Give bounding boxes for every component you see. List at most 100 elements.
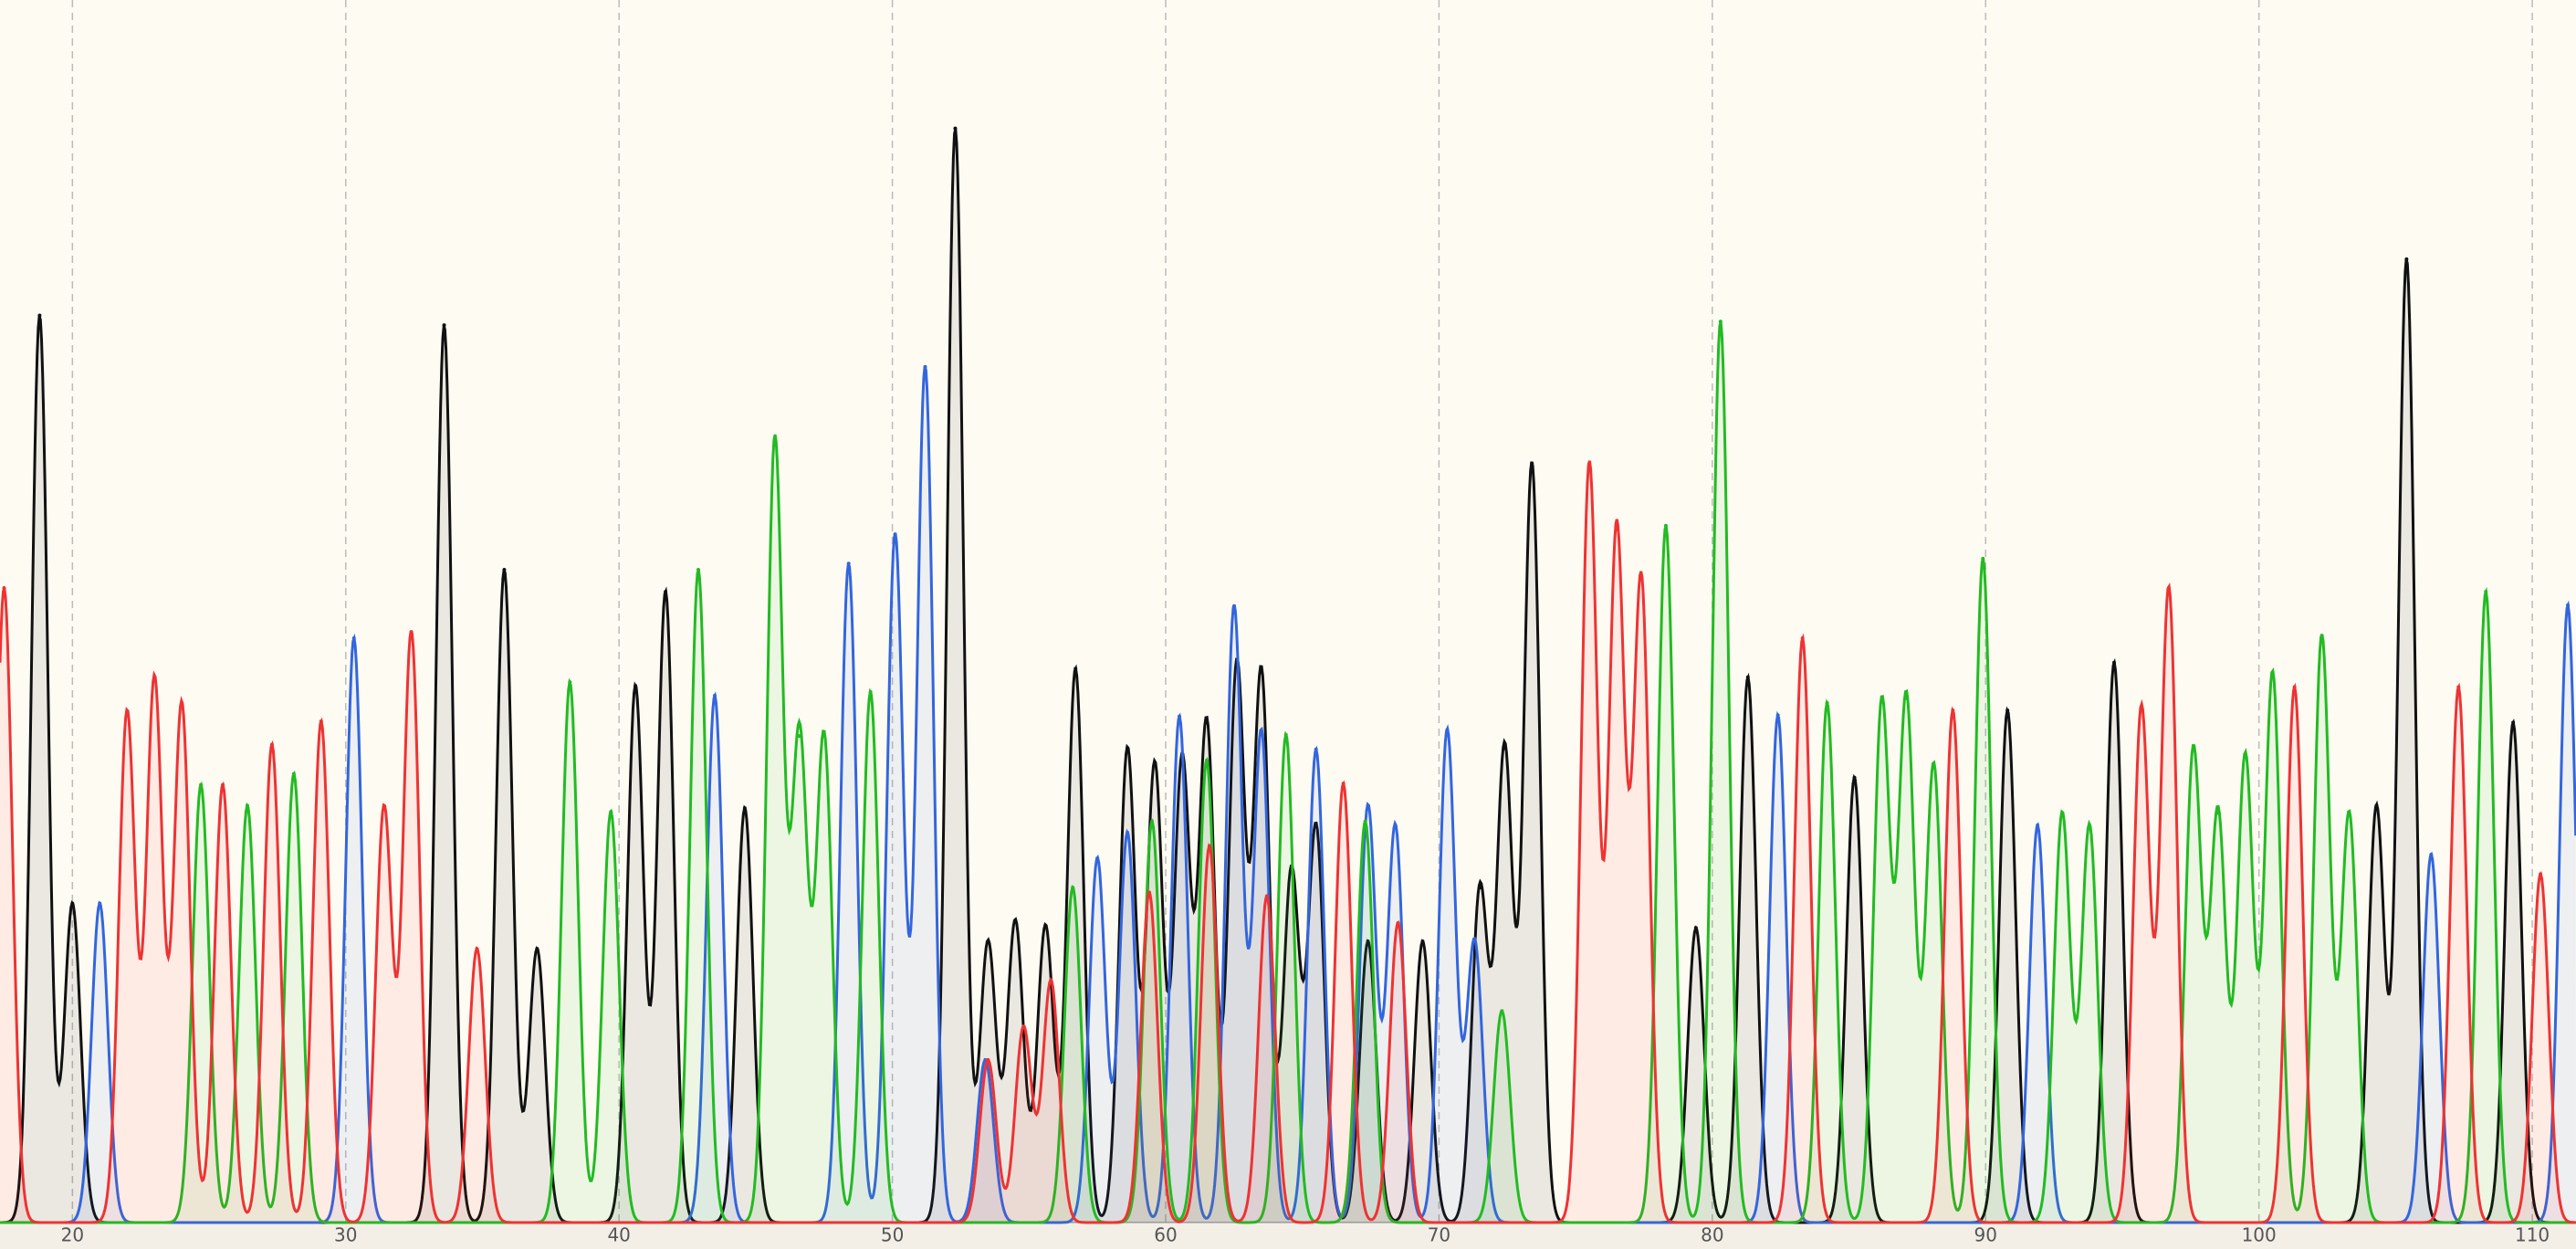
peak [868, 689, 873, 694]
peak [245, 803, 249, 808]
peak [1587, 461, 1592, 466]
peak [1500, 1009, 1504, 1013]
peak [37, 313, 42, 318]
peak [923, 364, 927, 369]
peak [2429, 852, 2434, 856]
peak [351, 635, 356, 640]
peak [1204, 720, 1209, 725]
peak [442, 323, 446, 328]
peak [2319, 634, 2324, 638]
peak [2, 586, 6, 591]
peak [1126, 830, 1130, 834]
x-tick-label: 80 [1701, 1224, 1723, 1246]
peak [2166, 586, 2171, 591]
peak [1207, 844, 1211, 848]
peak [125, 709, 130, 714]
peak [986, 939, 990, 944]
peak [152, 677, 157, 681]
x-tick-label: 90 [1974, 1224, 1997, 1246]
peak [1852, 775, 1857, 780]
x-tick-label: 70 [1428, 1224, 1450, 1246]
peak [772, 438, 777, 443]
peak [1530, 461, 1534, 466]
peak [1800, 635, 1805, 640]
peak [1177, 714, 1181, 719]
peak [1259, 670, 1263, 675]
peak [1639, 577, 1643, 582]
peak [1150, 819, 1155, 824]
peak [2539, 872, 2543, 876]
peak [2005, 708, 2010, 712]
peak [1095, 855, 1100, 860]
peak [180, 700, 184, 705]
peak [1264, 894, 1269, 898]
x-tick-label: 50 [881, 1224, 904, 1246]
peak [291, 771, 296, 776]
x-tick-label: 110 [2515, 1224, 2550, 1246]
peak [712, 693, 717, 698]
peak [568, 680, 572, 685]
peak [2215, 811, 2220, 815]
peak [2111, 660, 2116, 665]
peak [1693, 926, 1698, 930]
peak [846, 562, 851, 566]
peak [2191, 747, 2195, 751]
peak [634, 684, 638, 688]
peak [98, 901, 102, 906]
trace-fill [0, 129, 2576, 1223]
peak [1071, 886, 1075, 890]
peak [1314, 747, 1318, 751]
peak [1880, 699, 1884, 704]
peak [1932, 761, 1936, 766]
peak [742, 806, 747, 811]
peak [319, 719, 323, 724]
peak [2270, 670, 2275, 675]
peak [953, 126, 958, 131]
axis-strip [0, 1223, 2576, 1249]
peak [1745, 675, 1750, 679]
peak [475, 947, 479, 951]
peak [1445, 728, 1450, 732]
peak [1073, 666, 1078, 671]
peak [1363, 819, 1367, 824]
peak [1366, 939, 1370, 944]
peak [1951, 708, 1955, 712]
peak [1314, 824, 1318, 829]
peak [535, 947, 539, 951]
peak [1904, 696, 1909, 700]
peak [2511, 720, 2516, 725]
peak [2347, 811, 2351, 815]
peak [893, 532, 897, 537]
peak [199, 782, 204, 787]
peak [1043, 923, 1048, 928]
peak [2374, 803, 2379, 808]
peak [70, 901, 75, 906]
peak [1341, 782, 1346, 786]
x-tick-label: 20 [61, 1224, 84, 1246]
peak [1478, 886, 1482, 890]
peak [2456, 685, 2461, 689]
peak [1021, 1024, 1026, 1029]
peak [409, 630, 414, 635]
peak [1049, 978, 1053, 982]
peak [1615, 527, 1619, 531]
peak [2088, 823, 2092, 827]
peak [822, 734, 826, 739]
peak [2566, 603, 2571, 607]
peak [1283, 732, 1288, 737]
trace [0, 321, 2576, 1224]
peak [1126, 746, 1130, 750]
peak [696, 567, 701, 572]
peak [1204, 758, 1209, 762]
peak [1147, 890, 1152, 895]
peak [1981, 556, 1985, 561]
peak [2243, 753, 2247, 758]
peak [1420, 939, 1425, 944]
peak [2036, 823, 2040, 827]
peak [664, 590, 668, 594]
peak [1718, 320, 1723, 324]
peak [502, 567, 507, 572]
peak [1663, 523, 1668, 528]
peak [1153, 761, 1157, 766]
